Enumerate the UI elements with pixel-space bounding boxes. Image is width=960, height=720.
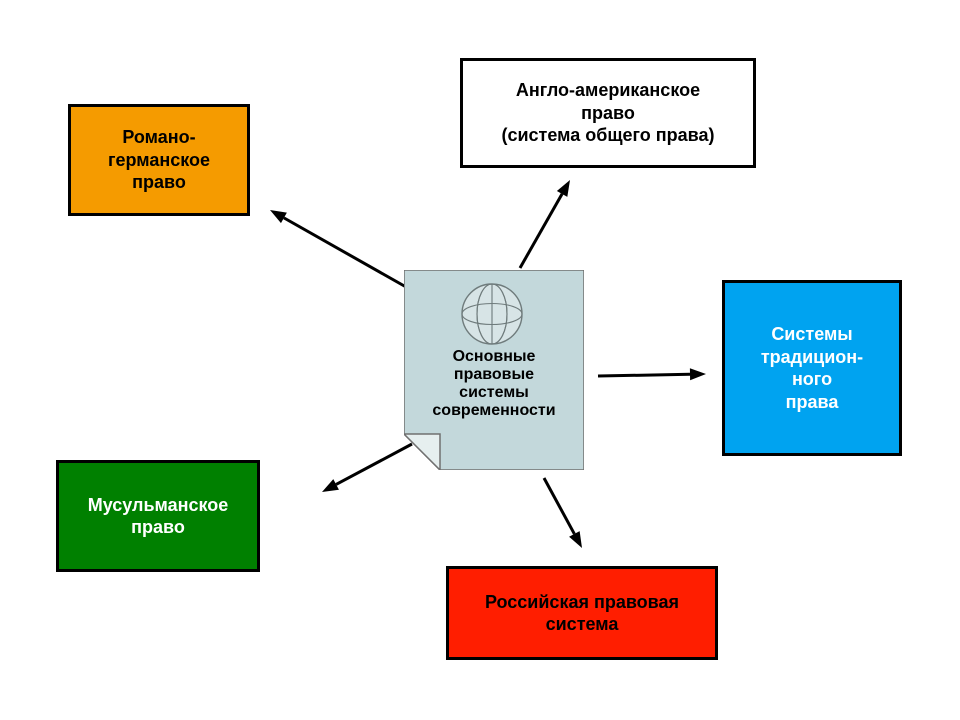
center-label: Основныеправовыесистемысовременности [404,348,584,420]
node-romano-germanic: Романо-германскоеправо [68,104,250,216]
diagram-canvas: Основныеправовыесистемысовременности Ром… [0,0,960,720]
node-russian: Российская правоваясистема [446,566,718,660]
center-hub: Основныеправовыесистемысовременности [404,270,584,470]
node-muslim: Мусульманскоеправо [56,460,260,572]
node-traditional: Системытрадицион-ногоправа [722,280,902,456]
node-anglo-american: Англо-американскоеправо(система общего п… [460,58,756,168]
